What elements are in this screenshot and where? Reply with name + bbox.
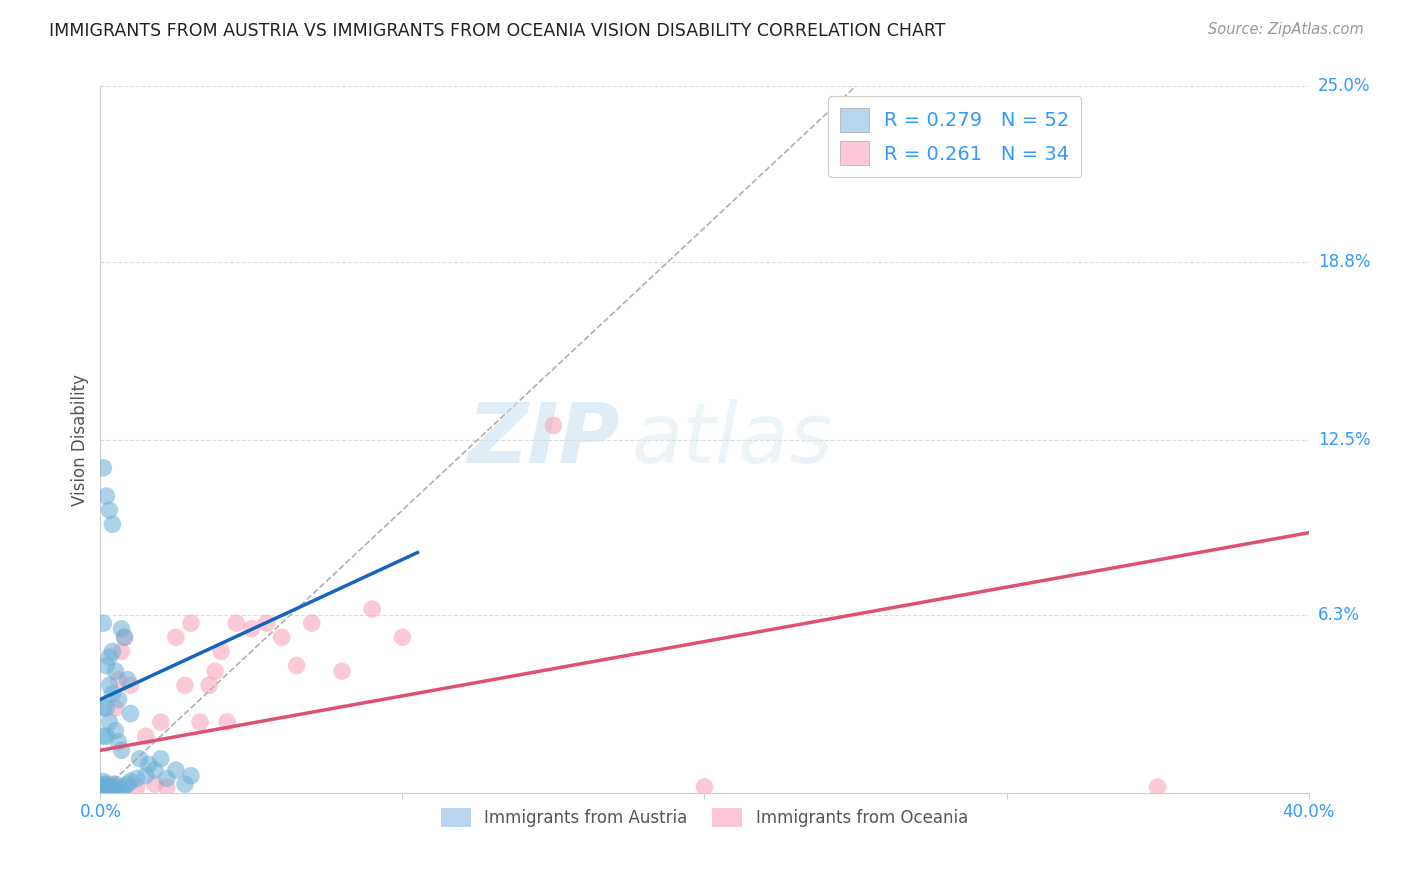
Point xyxy=(301,616,323,631)
Point xyxy=(104,723,127,738)
Point xyxy=(180,616,202,631)
Point xyxy=(98,714,121,729)
Point xyxy=(98,503,121,517)
Point xyxy=(143,763,166,777)
Point xyxy=(125,780,148,794)
Point xyxy=(174,678,197,692)
Point xyxy=(110,782,132,797)
Point xyxy=(198,678,221,692)
Point xyxy=(204,664,226,678)
Point xyxy=(156,780,179,794)
Point xyxy=(96,782,118,797)
Point xyxy=(391,630,413,644)
Point xyxy=(107,692,129,706)
Point xyxy=(110,644,132,658)
Point xyxy=(361,602,384,616)
Point xyxy=(188,714,211,729)
Point xyxy=(98,650,121,665)
Point xyxy=(101,644,124,658)
Point xyxy=(104,701,127,715)
Point xyxy=(93,780,115,794)
Point xyxy=(165,630,187,644)
Point xyxy=(98,780,121,794)
Point xyxy=(93,777,115,791)
Point xyxy=(96,780,118,794)
Point xyxy=(110,622,132,636)
Point xyxy=(93,460,115,475)
Point xyxy=(93,701,115,715)
Point xyxy=(101,517,124,532)
Point xyxy=(209,644,232,658)
Point xyxy=(93,729,115,743)
Point xyxy=(125,772,148,786)
Point xyxy=(104,664,127,678)
Point xyxy=(165,763,187,777)
Legend: Immigrants from Austria, Immigrants from Oceania: Immigrants from Austria, Immigrants from… xyxy=(434,801,974,834)
Point xyxy=(110,743,132,757)
Point xyxy=(93,774,115,789)
Text: atlas: atlas xyxy=(631,399,834,480)
Point xyxy=(96,729,118,743)
Point xyxy=(120,774,142,789)
Point xyxy=(93,782,115,797)
Text: 18.8%: 18.8% xyxy=(1319,252,1371,270)
Point xyxy=(104,780,127,794)
Point xyxy=(256,616,278,631)
Point xyxy=(270,630,292,644)
Point xyxy=(93,616,115,631)
Point xyxy=(174,777,197,791)
Point xyxy=(107,735,129,749)
Point xyxy=(285,658,308,673)
Point xyxy=(135,769,157,783)
Point xyxy=(180,769,202,783)
Point xyxy=(107,782,129,797)
Text: Source: ZipAtlas.com: Source: ZipAtlas.com xyxy=(1208,22,1364,37)
Point xyxy=(93,782,115,797)
Text: 12.5%: 12.5% xyxy=(1319,431,1371,449)
Point xyxy=(96,701,118,715)
Point xyxy=(240,622,263,636)
Y-axis label: Vision Disability: Vision Disability xyxy=(72,374,89,506)
Point xyxy=(217,714,239,729)
Point xyxy=(104,777,127,791)
Point xyxy=(114,630,136,644)
Point xyxy=(101,780,124,794)
Point xyxy=(98,678,121,692)
Text: 6.3%: 6.3% xyxy=(1319,606,1360,624)
Text: IMMIGRANTS FROM AUSTRIA VS IMMIGRANTS FROM OCEANIA VISION DISABILITY CORRELATION: IMMIGRANTS FROM AUSTRIA VS IMMIGRANTS FR… xyxy=(49,22,946,40)
Text: ZIP: ZIP xyxy=(467,399,620,480)
Point xyxy=(135,729,157,743)
Point xyxy=(101,777,124,791)
Point xyxy=(107,673,129,687)
Point xyxy=(96,777,118,791)
Point xyxy=(143,777,166,791)
Point xyxy=(98,780,121,794)
Point xyxy=(114,780,136,794)
Text: 25.0%: 25.0% xyxy=(1319,78,1371,95)
Point xyxy=(1146,780,1168,794)
Point xyxy=(693,780,716,794)
Point xyxy=(114,630,136,644)
Point xyxy=(225,616,247,631)
Point xyxy=(117,673,139,687)
Point xyxy=(96,780,118,794)
Point xyxy=(149,714,172,729)
Point xyxy=(138,757,160,772)
Point xyxy=(543,418,565,433)
Point xyxy=(128,752,150,766)
Point xyxy=(149,752,172,766)
Point xyxy=(96,489,118,503)
Point xyxy=(156,772,179,786)
Point xyxy=(117,777,139,791)
Point xyxy=(120,706,142,721)
Point xyxy=(120,678,142,692)
Point xyxy=(96,658,118,673)
Point xyxy=(101,782,124,797)
Point xyxy=(101,687,124,701)
Point xyxy=(330,664,353,678)
Point xyxy=(98,782,121,797)
